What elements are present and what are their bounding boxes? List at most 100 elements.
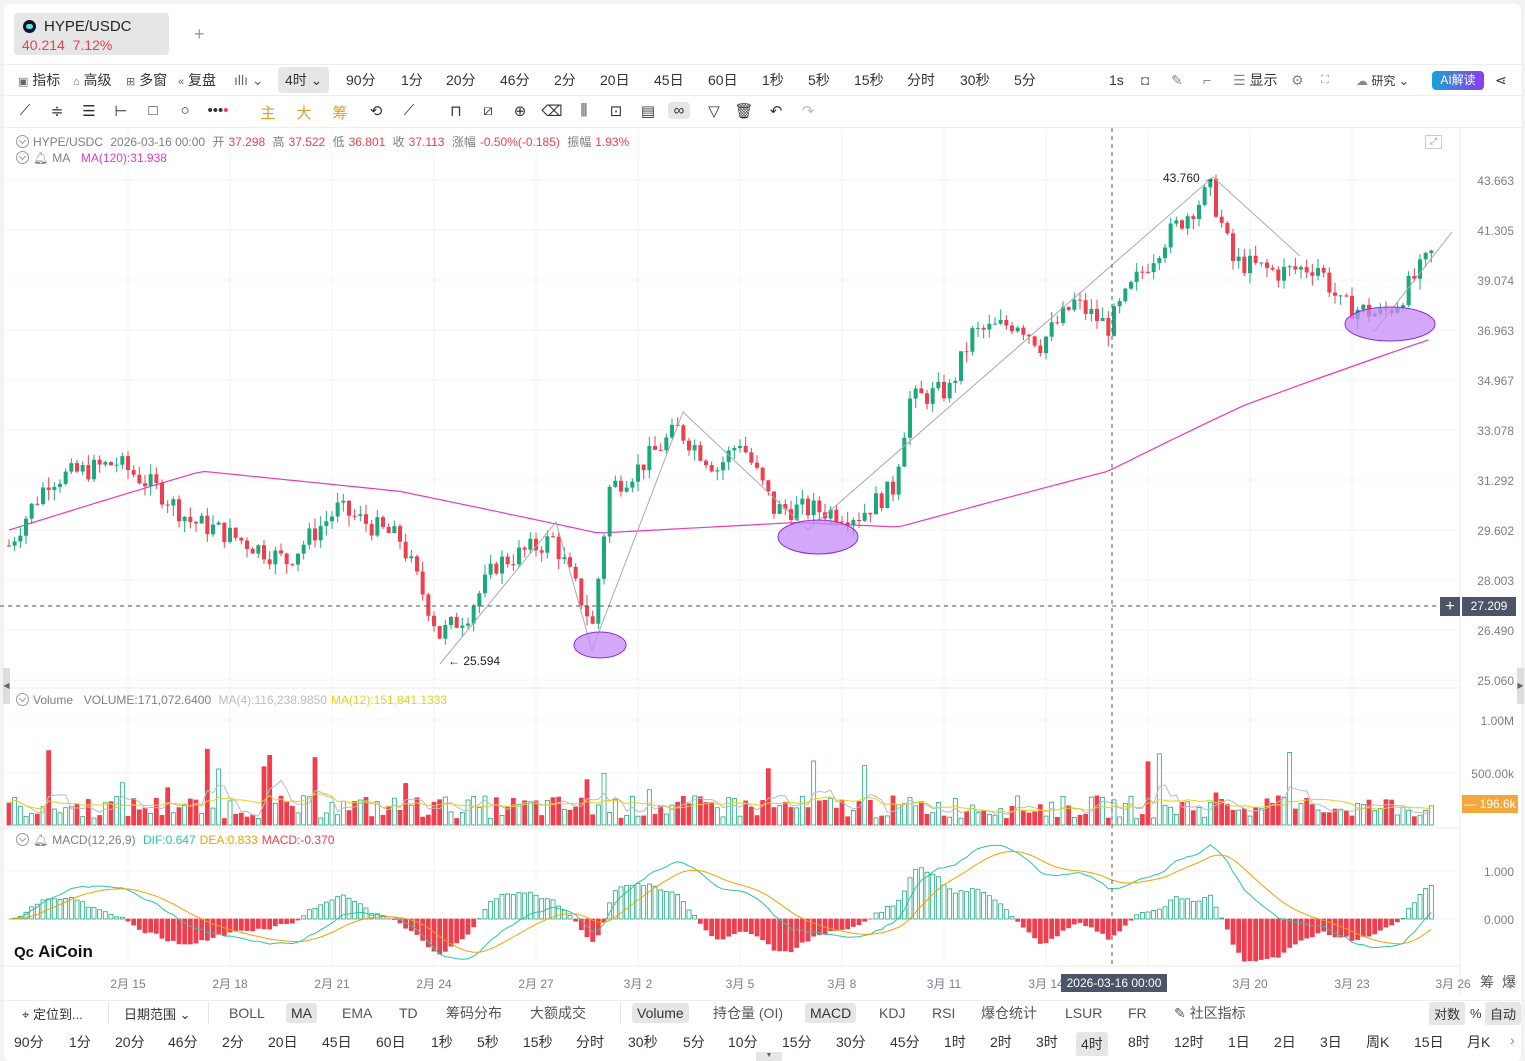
- horizontal-line-icon[interactable]: ⊢: [114, 103, 128, 120]
- bottom-interval-8[interactable]: 1秒: [431, 1034, 453, 1050]
- bottom-interval-18[interactable]: 1时: [944, 1034, 966, 1050]
- bottom-interval-17[interactable]: 45分: [890, 1034, 920, 1050]
- filter-icon[interactable]: ▽: [708, 103, 720, 120]
- add-alert-icon[interactable]: ⌐: [1203, 72, 1212, 88]
- bottom-interval-16[interactable]: 30分: [836, 1034, 866, 1050]
- bottom-interval-6[interactable]: 45日: [322, 1034, 352, 1050]
- sync-drawing-icon[interactable]: ⟲: [369, 103, 383, 120]
- eraser-icon[interactable]: ⌫: [541, 103, 563, 120]
- bottom-interval-5[interactable]: 20日: [268, 1034, 298, 1050]
- settings-icon[interactable]: ⚙: [1291, 71, 1304, 88]
- note-icon[interactable]: ▤: [640, 103, 656, 120]
- multi-window-button[interactable]: ⊞ 多窗: [126, 72, 168, 88]
- display-button[interactable]: ☰ 显示: [1233, 72, 1278, 88]
- big-order-button[interactable]: 大: [296, 105, 312, 122]
- bottom-interval-20[interactable]: 3时: [1036, 1034, 1058, 1050]
- trash-icon[interactable]: 🗑: [734, 103, 754, 120]
- interval-46m[interactable]: 46分: [500, 72, 530, 88]
- right-panel-handle[interactable]: ▶: [1517, 668, 1524, 704]
- chips-toggle[interactable]: 筹: [1480, 974, 1494, 990]
- collapse-bottom-icon[interactable]: ▼: [756, 1052, 782, 1061]
- crosshair-add-button[interactable]: +: [1440, 597, 1460, 616]
- bottom-interval-14[interactable]: 10分: [728, 1034, 758, 1050]
- interval-20m[interactable]: 20分: [446, 72, 476, 88]
- bottom-interval-10[interactable]: 15秒: [523, 1034, 553, 1050]
- interval-dropdown[interactable]: 4时 ⌄: [278, 67, 330, 93]
- chip-button[interactable]: 筹: [332, 105, 348, 122]
- indicator-fr[interactable]: FR: [1128, 1005, 1147, 1021]
- interval-60d[interactable]: 60日: [708, 72, 738, 88]
- interval-2m[interactable]: 2分: [554, 72, 576, 88]
- community-indicators-button[interactable]: ✎ 社区指标: [1174, 1005, 1246, 1021]
- indicator-large-trades[interactable]: 大额成交: [530, 1005, 586, 1021]
- bottom-interval-28[interactable]: 15日: [1414, 1034, 1444, 1050]
- interval-1m[interactable]: 1分: [401, 72, 423, 88]
- fib-lines-icon[interactable]: ☰: [82, 103, 96, 120]
- indicator-td[interactable]: TD: [399, 1005, 418, 1021]
- bottom-interval-12[interactable]: 30秒: [628, 1034, 658, 1050]
- indicator-chip-distribution[interactable]: 筹码分布: [446, 1005, 502, 1021]
- interval-5s[interactable]: 5秒: [808, 72, 830, 88]
- left-panel-handle[interactable]: ◀: [3, 668, 10, 704]
- interval-20d[interactable]: 20日: [600, 72, 630, 88]
- interval-timeline[interactable]: 分时: [907, 72, 935, 88]
- bottom-interval-26[interactable]: 3日: [1320, 1034, 1342, 1050]
- expand-icon[interactable]: ⤢: [1425, 135, 1442, 149]
- date-range-dropdown[interactable]: 日期范围 ⌄: [124, 1006, 191, 1022]
- collapse-icon[interactable]: [16, 693, 29, 706]
- collapse-icon[interactable]: [16, 833, 29, 846]
- bottom-interval-2[interactable]: 20分: [115, 1034, 145, 1050]
- bottom-interval-19[interactable]: 2时: [990, 1034, 1012, 1050]
- parallel-channel-icon[interactable]: ≑: [50, 103, 64, 120]
- bottom-interval-0[interactable]: 90分: [14, 1034, 44, 1050]
- indicator-lsur[interactable]: LSUR: [1065, 1005, 1103, 1021]
- bottom-interval-1[interactable]: 1分: [69, 1034, 91, 1050]
- indicator-ma[interactable]: MA: [286, 1003, 317, 1023]
- indicator-macd[interactable]: MACD: [805, 1003, 857, 1023]
- brush-icon[interactable]: ⟋: [403, 102, 415, 119]
- bottom-interval-23[interactable]: 12时: [1174, 1034, 1204, 1050]
- bottom-interval-11[interactable]: 分时: [576, 1034, 604, 1050]
- interval-45d[interactable]: 45日: [654, 72, 684, 88]
- refresh-rate-button[interactable]: 1s: [1109, 72, 1124, 88]
- indicator-volume[interactable]: Volume: [632, 1003, 689, 1023]
- indicator-ema[interactable]: EMA: [342, 1005, 373, 1021]
- percent-scale-toggle[interactable]: %: [1470, 1005, 1482, 1021]
- bottom-interval-15[interactable]: 15分: [782, 1034, 812, 1050]
- indicator-rsi[interactable]: RSI: [932, 1005, 956, 1021]
- advanced-button[interactable]: ⌂ 高级: [73, 72, 112, 88]
- bottom-interval-3[interactable]: 46分: [168, 1034, 198, 1050]
- bottom-interval-21[interactable]: 4时: [1076, 1032, 1108, 1056]
- camera-icon[interactable]: ◘: [1141, 72, 1150, 88]
- undo-icon[interactable]: ↶: [769, 103, 783, 120]
- line-tool-icon[interactable]: ⟋: [19, 102, 31, 119]
- chart-type-dropdown[interactable]: ıllı ⌄: [234, 71, 264, 88]
- chart-canvas[interactable]: 43.760 → ← 25.594: [0, 128, 1525, 996]
- bell-icon[interactable]: 🔔︎: [33, 833, 49, 847]
- fullscreen-icon[interactable]: ⛶: [1321, 73, 1329, 86]
- interval-90m[interactable]: 90分: [346, 72, 376, 88]
- bottom-interval-9[interactable]: 5秒: [477, 1034, 499, 1050]
- bottom-interval-24[interactable]: 1日: [1228, 1034, 1250, 1050]
- scroll-right-icon[interactable]: ›: [1510, 1032, 1515, 1048]
- bell-icon[interactable]: 🔔︎: [33, 151, 49, 165]
- collapse-icon[interactable]: [16, 135, 29, 148]
- bottom-interval-22[interactable]: 8时: [1128, 1034, 1150, 1050]
- ruler-icon[interactable]: ⧄: [483, 102, 493, 119]
- interval-30s[interactable]: 30秒: [960, 72, 990, 88]
- bottom-interval-13[interactable]: 5分: [683, 1034, 705, 1050]
- indicator-button[interactable]: ▣ 指标: [18, 72, 61, 88]
- indicator-boll[interactable]: BOLL: [229, 1005, 265, 1021]
- bottom-interval-29[interactable]: 月K: [1467, 1034, 1491, 1050]
- bookmark-icon[interactable]: ⊓: [450, 103, 462, 120]
- indicator-oi[interactable]: 持仓量 (OI): [713, 1005, 783, 1021]
- interval-1s[interactable]: 1秒: [762, 72, 784, 88]
- candles-icon[interactable]: ⫼: [580, 102, 588, 119]
- collapse-icon[interactable]: [16, 151, 29, 164]
- ai-interpret-button[interactable]: AI解读: [1432, 71, 1484, 90]
- symbol-tab[interactable]: HYPE/USDC 40.214 7.12%: [14, 13, 169, 55]
- main-force-button[interactable]: 主: [260, 105, 276, 122]
- locate-button[interactable]: ⌖ 定位到...: [22, 1006, 83, 1022]
- bottom-interval-7[interactable]: 60日: [376, 1034, 406, 1050]
- auto-scale-toggle[interactable]: 自动: [1485, 1001, 1522, 1025]
